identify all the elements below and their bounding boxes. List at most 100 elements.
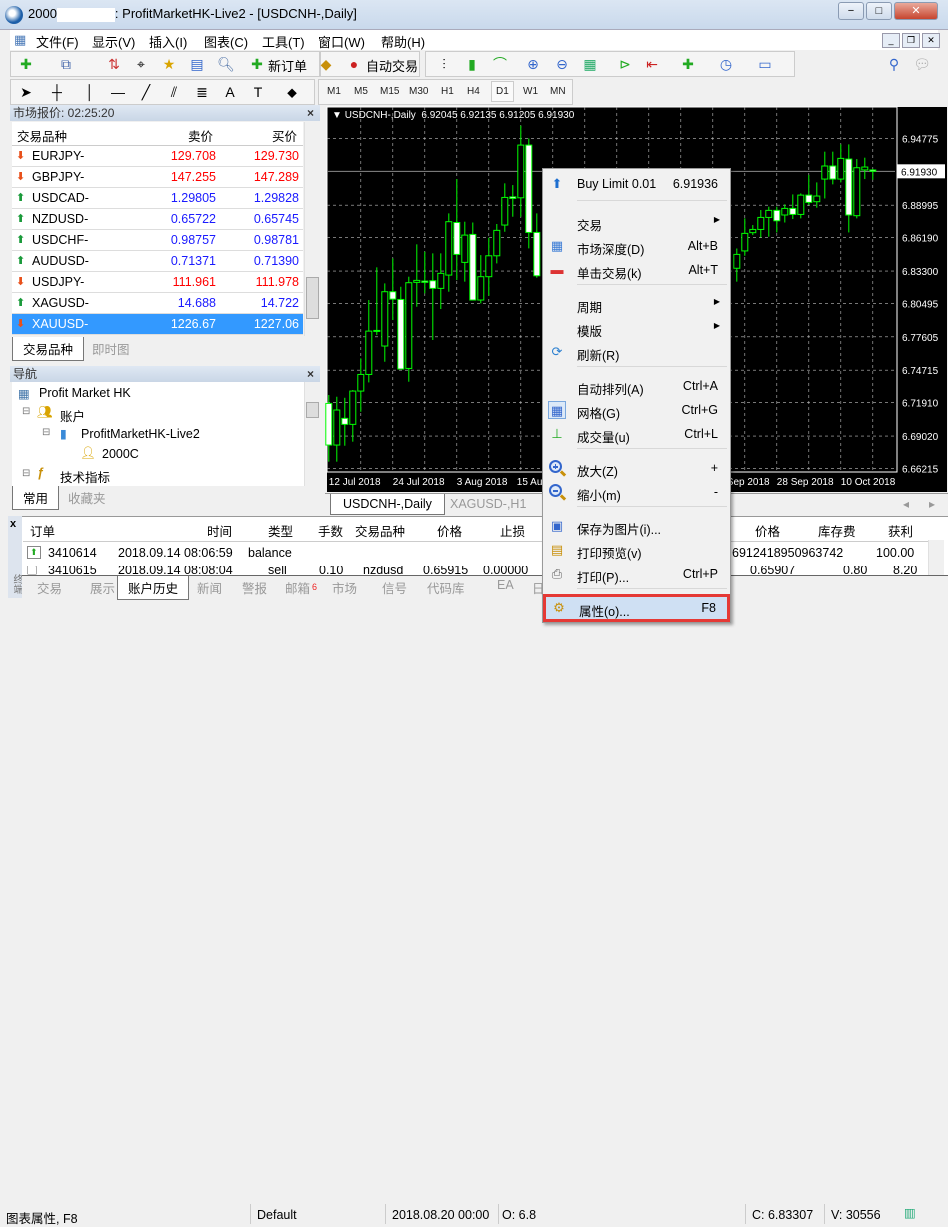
menu-help[interactable]: 帮助(H) bbox=[381, 35, 426, 50]
new-order-button[interactable]: 新订单 bbox=[268, 59, 308, 74]
tile-windows-icon[interactable]: ▦ bbox=[583, 56, 597, 72]
menu-item[interactable]: ▣ 保存为图片(i)... bbox=[543, 514, 730, 538]
tab-favorites[interactable]: 收藏夹 bbox=[68, 492, 106, 506]
timeframe-d1[interactable]: D1 bbox=[491, 81, 514, 102]
tree-server[interactable]: ProfitMarketHK-Live2 bbox=[81, 427, 200, 441]
menu-view[interactable]: 显示(V) bbox=[92, 35, 136, 50]
market-watch-row[interactable]: ⬇ GBPJPY- 147.255 147.289 bbox=[12, 167, 303, 188]
navigator-scrollbar[interactable] bbox=[304, 382, 320, 486]
maximize-button[interactable]: □ bbox=[866, 2, 892, 20]
market-watch-row[interactable]: ⬆ USDCAD- 1.29805 1.29828 bbox=[12, 188, 303, 209]
chart-collapse-icon[interactable]: ▼ bbox=[332, 110, 345, 121]
menu-item[interactable]: 周期 ▶ bbox=[543, 292, 730, 316]
equidistant-channel-icon[interactable]: ⫽ bbox=[170, 84, 178, 100]
terminal-row[interactable]: 🗋︎ 3410615 2018.09.14 08:08:04 sell 0.10… bbox=[23, 566, 928, 575]
arrows-icon[interactable]: ⬥ bbox=[287, 84, 297, 100]
terminal-tab[interactable]: 账户历史 bbox=[117, 576, 190, 600]
horizontal-line-icon[interactable]: — bbox=[111, 84, 125, 100]
terminal-close-button[interactable]: x bbox=[10, 518, 17, 530]
timeframe-h4[interactable]: H4 bbox=[467, 86, 480, 97]
indicators-icon[interactable]: ✚ bbox=[682, 56, 694, 72]
close-button[interactable]: ✕ bbox=[894, 2, 938, 20]
menu-item[interactable]: 自动排列(A) Ctrl+A bbox=[543, 374, 730, 398]
new-order-icon[interactable]: ✚ bbox=[251, 56, 263, 72]
scroll-right-icon[interactable]: ▸ bbox=[929, 497, 936, 511]
tree-accounts[interactable]: 账户 bbox=[60, 410, 86, 424]
menu-window[interactable]: 窗口(W) bbox=[318, 35, 365, 50]
market-watch-icon[interactable]: ⇅ bbox=[108, 56, 120, 72]
collapse-icon[interactable]: ⊟ bbox=[22, 468, 31, 479]
scroll-left-icon[interactable]: ◂ bbox=[903, 497, 910, 511]
new-chart-icon[interactable]: ✚ bbox=[20, 56, 32, 72]
menu-charts[interactable]: 图表(C) bbox=[204, 35, 249, 50]
tab-symbols[interactable]: 交易品种 bbox=[12, 337, 85, 361]
menu-item[interactable]: 缩小(m) - bbox=[543, 480, 730, 504]
market-watch-row[interactable]: ⬇ XAUUSD- 1226.67 1227.06 bbox=[12, 314, 303, 335]
tree-account-number[interactable]: 2000C bbox=[102, 447, 139, 461]
column-price[interactable]: 价格 bbox=[437, 525, 463, 539]
menu-item[interactable]: ▬ 单击交易(k) Alt+T bbox=[543, 258, 730, 282]
tree-broker[interactable]: Profit Market HK bbox=[39, 386, 131, 400]
strategy-tester-icon[interactable]: 🔍︎ bbox=[217, 56, 235, 72]
fibonacci-icon[interactable]: ≣ bbox=[196, 84, 208, 100]
menu-item[interactable]: ⎙ 打印(P)... Ctrl+P bbox=[543, 562, 730, 586]
collapse-icon[interactable]: ⊟ bbox=[42, 427, 51, 438]
templates-icon[interactable]: ▭ bbox=[758, 56, 772, 72]
terminal-tab[interactable]: 代码库 bbox=[427, 582, 465, 596]
data-window-icon[interactable]: ⌖ bbox=[137, 56, 145, 72]
vertical-line-icon[interactable]: │ bbox=[85, 84, 95, 100]
column-swap[interactable]: 库存费 bbox=[818, 525, 856, 539]
tab-tick-chart[interactable]: 即时图 bbox=[92, 343, 130, 357]
chart-shift-icon[interactable]: ⊳ bbox=[619, 56, 631, 72]
zoom-out-icon[interactable]: ⊖ bbox=[556, 56, 568, 72]
tree-indicators[interactable]: 技术指标 bbox=[60, 471, 111, 485]
crosshair-icon[interactable]: ┼ bbox=[52, 84, 62, 100]
menu-item-buy-limit[interactable]: ⬆ Buy Limit 0.01 6.91936 bbox=[543, 172, 730, 196]
menu-item[interactable]: 放大(Z) + bbox=[543, 456, 730, 480]
terminal-tab[interactable]: 展示 bbox=[90, 582, 116, 596]
chart-menu-icon[interactable]: ▦ bbox=[14, 32, 27, 47]
menu-item[interactable]: ▦ 网格(G) Ctrl+G bbox=[543, 398, 730, 422]
chart-tab-usdcnh[interactable]: USDCNH-,Daily bbox=[330, 494, 445, 515]
terminal-tab[interactable]: 新闻 bbox=[197, 582, 223, 596]
chat-icon[interactable]: 💬︎ bbox=[913, 56, 931, 72]
collapse-icon[interactable]: ⊟ bbox=[22, 406, 31, 417]
menu-file[interactable]: 文件(F) bbox=[36, 35, 79, 50]
market-watch-row[interactable]: ⬆ NZDUSD- 0.65722 0.65745 bbox=[12, 209, 303, 230]
menu-item[interactable]: ⟳ 刷新(R) bbox=[543, 340, 730, 364]
market-watch-row[interactable]: ⬇ USDJPY- 111.961 111.978 bbox=[12, 272, 303, 293]
trendline-icon[interactable]: ╱ bbox=[141, 84, 151, 100]
cursor-icon[interactable]: ➤ bbox=[20, 84, 32, 100]
terminal-tab[interactable]: 警报 bbox=[242, 582, 268, 596]
timeframe-w1[interactable]: W1 bbox=[523, 86, 538, 97]
column-symbol[interactable]: 交易品种 bbox=[17, 130, 68, 144]
timeframe-h1[interactable]: H1 bbox=[441, 86, 454, 97]
terminal-tab[interactable]: 市场 bbox=[332, 582, 358, 596]
column-ask[interactable]: 买价 bbox=[271, 130, 297, 144]
menu-item[interactable]: ⚙ 属性(o)... F8 bbox=[543, 594, 730, 622]
terminal-scrollbar[interactable] bbox=[928, 540, 944, 575]
text-icon[interactable]: A bbox=[225, 84, 235, 100]
column-symbol[interactable]: 交易品种 bbox=[355, 525, 406, 539]
line-chart-icon[interactable]: ⌒ bbox=[493, 56, 507, 72]
column-profit[interactable]: 获利 bbox=[888, 525, 914, 539]
terminal-tab[interactable]: 交易 bbox=[37, 582, 63, 596]
navigator-close-button[interactable]: × bbox=[306, 367, 314, 381]
menu-item[interactable]: 交易 ▶ bbox=[543, 210, 730, 234]
auto-trading-button[interactable]: 自动交易 bbox=[366, 59, 419, 74]
menu-tools[interactable]: 工具(T) bbox=[262, 35, 305, 50]
timeframe-m1[interactable]: M1 bbox=[327, 86, 341, 97]
bar-chart-icon[interactable]: ⫶ bbox=[442, 56, 446, 72]
column-close-price[interactable]: 价格 bbox=[755, 525, 781, 539]
tab-common[interactable]: 常用 bbox=[12, 486, 60, 510]
periods-icon[interactable]: ◷ bbox=[719, 56, 733, 72]
menu-insert[interactable]: 插入(I) bbox=[149, 35, 188, 50]
candlestick-icon[interactable]: ▮ bbox=[468, 56, 476, 72]
market-watch-row[interactable]: ⬇ EURJPY- 129.708 129.730 bbox=[12, 146, 303, 167]
column-time[interactable]: 时间 bbox=[207, 525, 233, 539]
column-stop-loss[interactable]: 止损 bbox=[500, 525, 526, 539]
terminal-tab[interactable]: 信号 bbox=[382, 582, 408, 596]
autoscroll-icon[interactable]: ⇤ bbox=[646, 56, 658, 72]
column-type[interactable]: 类型 bbox=[268, 525, 294, 539]
metaeditor-icon[interactable]: ◆ bbox=[320, 56, 332, 72]
